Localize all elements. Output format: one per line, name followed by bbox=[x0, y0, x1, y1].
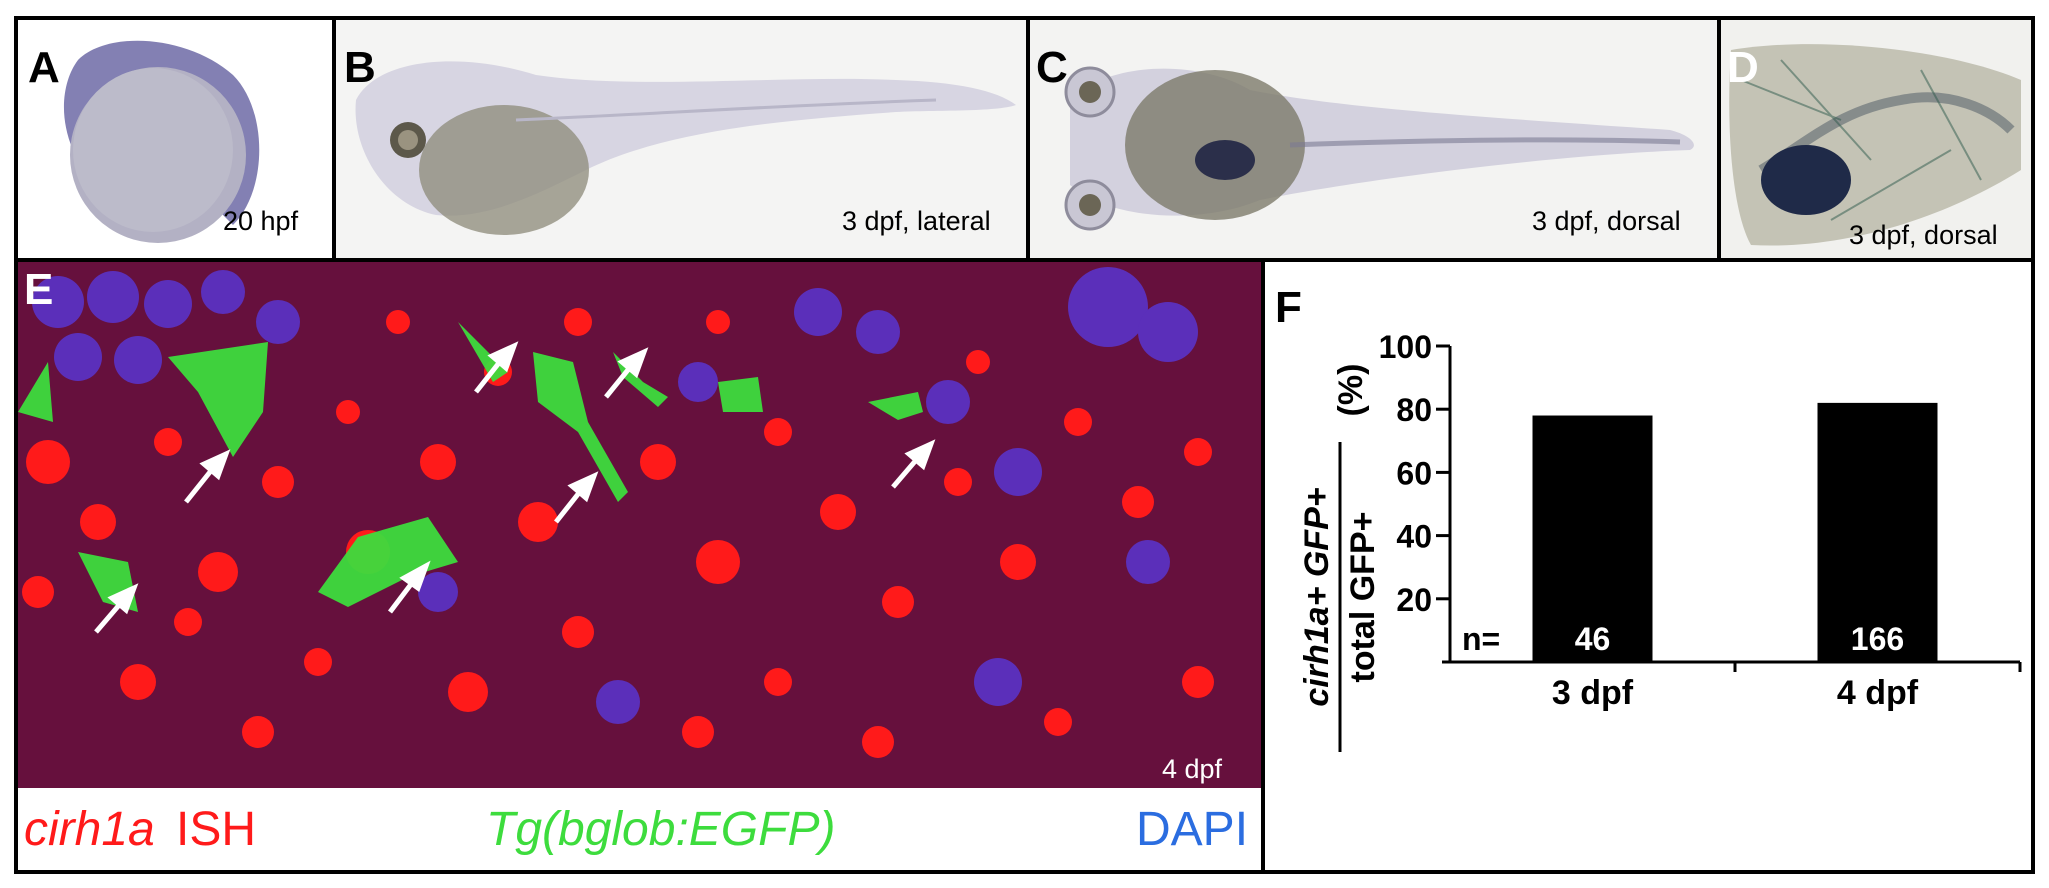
panel-c: C 3 dpf, dorsal bbox=[1026, 16, 1721, 263]
panel-c-letter: C bbox=[1036, 43, 1068, 92]
bar bbox=[1817, 402, 1938, 662]
arrow-markers bbox=[94, 341, 936, 634]
y-tick-label: 60 bbox=[1396, 455, 1432, 491]
y-axis-title-unit: (%) bbox=[1332, 364, 1370, 417]
panel-d: D 3 dpf, dorsal bbox=[1717, 16, 2035, 263]
panel-b: B 3 dpf, lateral bbox=[332, 16, 1030, 263]
embryo-20hpf-image bbox=[18, 20, 332, 259]
x-tick-label: 4 dpf bbox=[1837, 674, 1919, 712]
dapi-nuclei bbox=[32, 267, 1198, 724]
panel-e-caption: 4 dpf bbox=[1162, 754, 1223, 784]
y-tick-label: 100 bbox=[1379, 329, 1432, 365]
larva-dorsal-image bbox=[1030, 20, 1717, 259]
y-tick-label: 80 bbox=[1396, 392, 1432, 428]
panel-b-letter: B bbox=[344, 43, 376, 92]
y-axis-title-numerator: cirh1a+ GFP+ bbox=[1298, 487, 1336, 706]
dapi-label: DAPI bbox=[1136, 803, 1249, 856]
y-axis-title-denominator: total GFP+ bbox=[1344, 512, 1382, 683]
larva-lateral-image bbox=[336, 20, 1026, 259]
y-tick-label: 20 bbox=[1396, 582, 1432, 618]
y-axis-title: cirh1a+ GFP+ total GFP+ bbox=[1298, 442, 1382, 752]
panel-f: F cirh1a+ GFP+ total GFP+ (%) 20 40 60 80 10… bbox=[1261, 258, 2035, 874]
y-tick-label: 40 bbox=[1396, 519, 1432, 555]
n-prefix-label: n= bbox=[1462, 621, 1500, 657]
n-label: 166 bbox=[1851, 621, 1904, 657]
panel-e: E 4 dpf cirh1a ISH Tg(bglob:EGFP) DAPI bbox=[14, 258, 1265, 874]
ish-suffix-label: ISH bbox=[176, 803, 257, 856]
x-tick-label: 3 dpf bbox=[1552, 674, 1634, 712]
confocal-fluorescence-image bbox=[18, 262, 1261, 788]
panel-a-letter: A bbox=[28, 43, 60, 92]
bar bbox=[1532, 415, 1653, 662]
panel-d-letter: D bbox=[1727, 43, 1759, 92]
panel-c-caption: 3 dpf, dorsal bbox=[1532, 206, 1681, 236]
panel-e-letter: E bbox=[24, 265, 54, 314]
panel-a: A 20 hpf bbox=[14, 16, 336, 263]
bar-chart: cirh1a+ GFP+ total GFP+ (%) 20 40 60 80 100 4… bbox=[1298, 329, 2022, 752]
panel-d-caption: 3 dpf, dorsal bbox=[1849, 220, 1998, 250]
transgene-label: Tg(bglob:EGFP) bbox=[486, 803, 836, 856]
heart-region-closeup-image bbox=[1721, 20, 2031, 259]
panel-a-caption: 20 hpf bbox=[223, 206, 299, 236]
n-label: 46 bbox=[1575, 621, 1611, 657]
panel-f-letter: F bbox=[1275, 283, 1302, 332]
ish-gene-label: cirh1a bbox=[24, 803, 155, 856]
panel-b-caption: 3 dpf, lateral bbox=[842, 206, 991, 236]
